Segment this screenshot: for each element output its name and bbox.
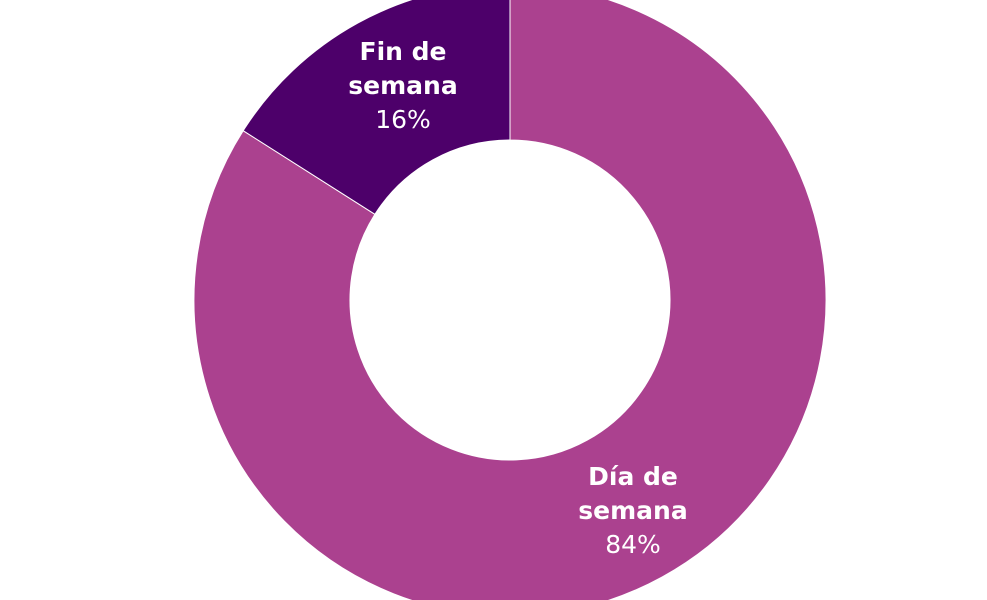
slice-name-line: Día de xyxy=(588,462,678,491)
donut-slice-1 xyxy=(242,0,511,215)
slice-value-label: 16% xyxy=(375,105,431,134)
slice-name-line: Fin de xyxy=(360,37,447,66)
slice-label-0: Día de semana 84% xyxy=(578,462,687,559)
slice-value-label: 84% xyxy=(605,530,661,559)
slice-label-1: Fin de semana 16% xyxy=(348,37,457,134)
slice-labels: Día de semana 84% Fin de semana 16% xyxy=(348,37,687,559)
slice-name-line: semana xyxy=(348,71,457,100)
donut-slice-0 xyxy=(193,0,827,600)
donut-slices xyxy=(193,0,827,600)
slice-name-line: semana xyxy=(578,496,687,525)
